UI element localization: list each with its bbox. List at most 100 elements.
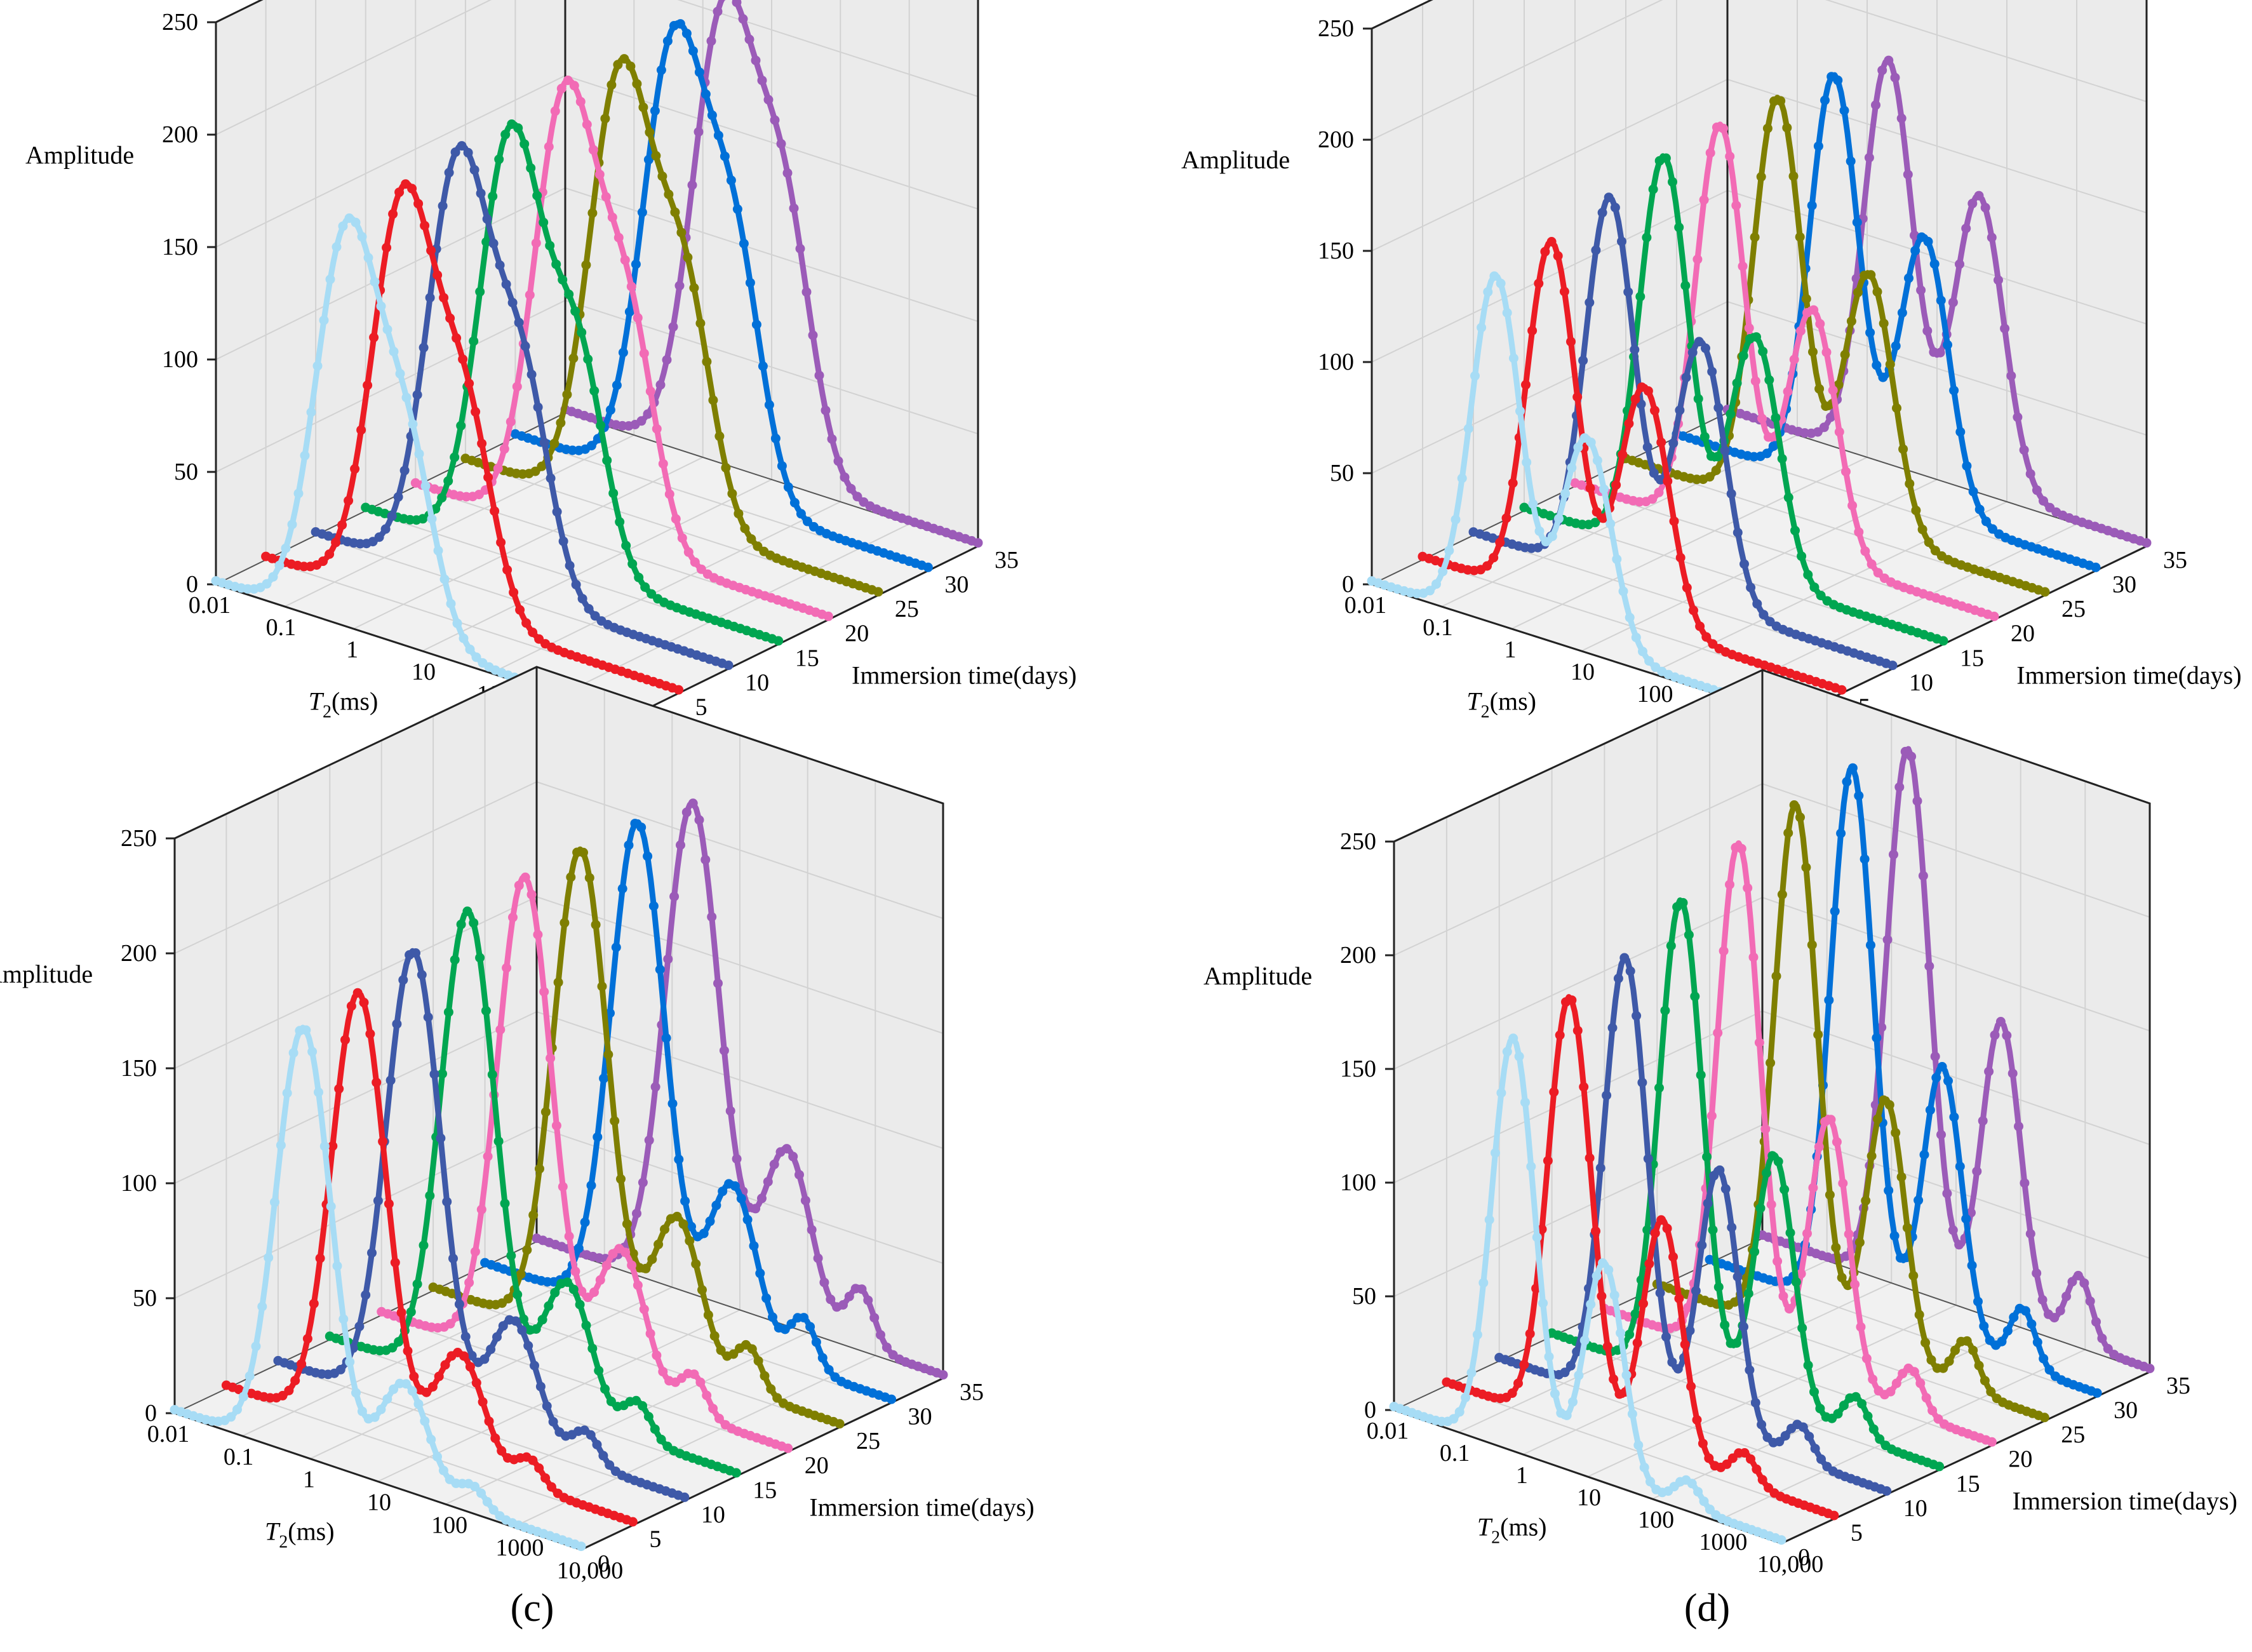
data-point [598,1451,608,1461]
data-point [1644,1259,1654,1269]
data-point [631,259,641,269]
data-point [1590,518,1600,528]
t2-subscript: 2 [1481,702,1490,722]
data-point [611,943,621,952]
data-point [761,1293,772,1303]
data-point [414,449,424,459]
t2-tick-label: 10 [367,1489,391,1516]
data-point [1508,478,1518,488]
data-point [556,83,566,93]
data-point [1602,1341,1612,1352]
data-point [1502,1047,1512,1057]
data-point [226,1412,236,1422]
data-point [1534,526,1545,536]
data-point [1692,254,1703,264]
data-point [426,245,436,255]
data-point [589,1287,599,1297]
data-point [601,192,611,202]
t2-tick-label: 0.1 [1423,614,1453,641]
data-point [526,370,537,380]
data-point [1861,1353,1872,1364]
data-point [619,54,629,64]
amplitude-tick-label: 100 [1318,349,1354,375]
data-point [1680,1340,1690,1350]
data-point [1851,1392,1861,1402]
data-point [753,541,763,551]
data-point [700,855,711,865]
data-point [562,1277,572,1287]
data-point [1834,427,1844,437]
panel-a: 0501001502002500.010.1110100100010,00005… [25,0,1076,804]
data-point [463,147,473,158]
data-point [660,1225,669,1234]
data-point [452,333,462,343]
data-point [2013,412,2023,422]
data-point [586,1180,596,1190]
data-point [1948,1225,1958,1235]
data-point [1961,1214,1971,1224]
days-tick-label: 0 [1798,1544,1810,1571]
data-point [1840,349,1850,359]
data-point [1574,1370,1584,1380]
data-point [1856,1322,1866,1332]
data-point [388,209,398,219]
data-point [251,1341,261,1352]
data-point [509,588,519,598]
data-point [1750,232,1760,242]
data-point [406,1307,416,1317]
data-point [437,493,447,503]
data-point [1697,1240,1707,1250]
data-point [1727,1223,1737,1232]
data-point [1627,1409,1637,1419]
data-point [1927,1406,1938,1416]
data-point [2007,1068,2018,1078]
data-point [581,260,591,270]
data-point [680,1492,690,1502]
data-point [1489,553,1499,563]
data-point [1693,1487,1703,1497]
data-point [1910,231,1919,240]
data-point [723,661,734,670]
data-point [1579,1082,1589,1092]
amplitude-axis-title: Amplitude [1181,145,1290,174]
data-point [747,1344,757,1354]
data-point [1783,492,1793,502]
data-point [1694,337,1704,347]
data-point [293,488,304,499]
data-point [1815,1404,1825,1414]
data-point [552,507,562,517]
data-point [648,901,659,911]
data-point [1838,1178,1848,1188]
data-point [1707,366,1717,377]
data-point [357,1406,367,1416]
data-point [2025,469,2035,479]
data-point [1463,424,1473,434]
data-point [359,997,369,1007]
data-point [753,1356,763,1366]
data-point [814,370,824,380]
data-point [1731,200,1741,210]
data-point [1671,1322,1681,1331]
data-point [738,14,748,24]
data-point [1729,1297,1739,1307]
t2-axis-title: T2(ms) [265,1517,335,1552]
data-point [863,1295,873,1305]
data-point [445,1319,455,1329]
data-point [2020,1178,2030,1188]
data-point [615,517,625,527]
data-point [777,461,787,471]
data-point [288,1048,298,1058]
series-points [1547,897,1945,1472]
data-point [1639,1462,1649,1472]
data-point [1496,278,1506,288]
data-point [1872,286,1882,297]
data-point [702,1390,712,1400]
data-point [1910,246,1920,256]
data-point [539,438,549,448]
data-point [393,492,403,502]
data-point [1507,1388,1517,1398]
t2-tick-label: 0.1 [266,614,297,641]
data-point [1850,1279,1860,1289]
data-point [624,840,634,850]
data-point [586,1430,596,1440]
